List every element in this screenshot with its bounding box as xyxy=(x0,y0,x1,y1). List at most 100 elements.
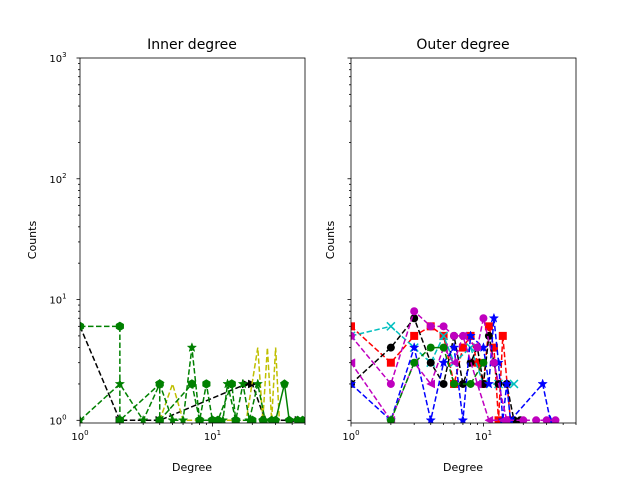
inner-x-tick-label: 100 xyxy=(71,429,88,443)
outer-series-4-point xyxy=(479,314,488,323)
inner-series-3-point xyxy=(244,414,255,423)
outer-x-ticks: 100 101 xyxy=(342,423,577,443)
inner-y-tick-exponent: 1 xyxy=(62,293,66,301)
inner-series-4-point xyxy=(280,379,289,388)
inner-series-2-point xyxy=(155,415,164,423)
outer-series-3-point xyxy=(501,378,513,389)
outer-series-1-line xyxy=(351,325,514,385)
outer-series-4-point xyxy=(426,322,435,331)
outer-degree-plot: 100 101 xyxy=(342,57,577,443)
outer-series-3-point xyxy=(351,378,357,389)
outer-series-1-point xyxy=(386,321,396,331)
outer-series-5-point xyxy=(472,379,482,389)
outer-series-3-point xyxy=(448,342,460,353)
outer-series-1-point-b xyxy=(509,379,519,389)
outer-series-3-point xyxy=(537,378,548,389)
inner-series-3-point xyxy=(177,414,189,423)
inner-series-1-line xyxy=(159,347,281,422)
outer-y-ticks xyxy=(347,57,351,421)
outer-series-0-point xyxy=(489,343,498,352)
outer-series-4-point xyxy=(439,322,448,331)
outer-x-tick-exponent: 1 xyxy=(488,429,492,437)
outer-series-0-point xyxy=(473,358,482,367)
inner-x-tick-exponent: 1 xyxy=(217,429,221,437)
inner-series-2-point xyxy=(202,379,211,389)
outer-x-tick-label: 101 xyxy=(475,429,492,443)
inner-y-axis-label: Counts xyxy=(26,221,39,260)
outer-series-3-point xyxy=(488,312,500,323)
inner-y-tick-label: 102 xyxy=(49,172,66,186)
outer-series-0-point xyxy=(484,322,493,331)
outer-series-5-point xyxy=(351,358,356,368)
outer-series-5-point xyxy=(484,415,494,423)
outer-series-4-point xyxy=(551,416,560,423)
inner-degree-frame xyxy=(79,57,306,424)
outer-x-axis-label: Degree xyxy=(443,461,483,474)
outer-series-2-point xyxy=(484,331,493,340)
inner-series-3-point xyxy=(217,414,229,423)
outer-series-6-point xyxy=(450,379,459,388)
outer-series-0-point xyxy=(386,358,395,367)
outer-series-3-point xyxy=(425,414,436,423)
outer-series-2-line xyxy=(351,316,521,422)
inner-series-3-point xyxy=(137,414,149,423)
outer-series-2-point xyxy=(386,343,395,352)
outer-series-3-point xyxy=(408,342,420,353)
inner-x-axis-label: Degree xyxy=(172,461,212,474)
inner-series-3-point xyxy=(167,414,178,423)
inner-degree-title: Inner degree xyxy=(147,37,237,53)
outer-series-4-point xyxy=(542,416,551,423)
inner-x-ticks: 100 101 xyxy=(71,423,306,443)
inner-series-2-line xyxy=(80,325,253,423)
outer-series-0-point xyxy=(410,331,419,340)
inner-series-2-point xyxy=(115,415,124,423)
outer-series-group xyxy=(351,307,560,423)
inner-series-3-point xyxy=(252,378,264,389)
inner-series-group xyxy=(80,321,305,423)
outer-y-axis-label: Counts xyxy=(324,221,337,260)
outer-series-4-point xyxy=(473,343,482,352)
outer-degree-title: Outer degree xyxy=(416,37,509,53)
inner-series-3-point xyxy=(237,378,249,389)
outer-series-5-line xyxy=(351,333,503,422)
inner-series-3-line xyxy=(80,347,266,422)
outer-series-5-point xyxy=(498,415,508,423)
outer-x-tick-label: 100 xyxy=(342,429,359,443)
outer-series-5-point xyxy=(449,358,459,368)
inner-series-4-line xyxy=(262,383,303,422)
inner-series-2-point xyxy=(80,321,85,332)
outer-series-6-point xyxy=(386,416,395,423)
outer-series-4-point xyxy=(532,416,541,423)
outer-degree-frame xyxy=(350,57,577,424)
inner-series-3-point xyxy=(194,414,205,423)
outer-series-0-point xyxy=(458,343,467,352)
outer-series-3-point xyxy=(483,378,495,389)
outer-series-4-point xyxy=(351,331,355,340)
outer-degree-panel: Outer degree Degree Counts 100 101 xyxy=(324,37,577,474)
outer-series-1-point-b xyxy=(386,321,396,331)
outer-series-0-point xyxy=(494,416,503,423)
outer-series-2-point xyxy=(439,379,448,388)
outer-series-3-point xyxy=(457,414,469,423)
inner-y-tick-label: 100 xyxy=(49,413,66,427)
outer-series-5-point xyxy=(426,379,435,389)
inner-series-4-point xyxy=(298,415,305,423)
outer-series-6-point xyxy=(426,343,435,352)
outer-series-4-point xyxy=(489,358,498,367)
outer-series-3-point xyxy=(438,357,449,368)
outer-series-5-point xyxy=(458,331,468,341)
inner-x-tick-exponent: 0 xyxy=(84,429,88,437)
inner-series-2-point xyxy=(187,379,196,389)
outer-series-6-point xyxy=(410,358,419,367)
outer-series-6-point xyxy=(466,379,475,388)
inner-series-3-point xyxy=(230,414,242,423)
outer-series-4-line xyxy=(351,309,556,422)
outer-series-1-point xyxy=(509,379,519,389)
inner-series-3-point xyxy=(207,414,218,423)
inner-y-tick-exponent: 3 xyxy=(62,51,66,59)
inner-degree-panel: Inner degree Degree Counts 100 1011001011… xyxy=(26,37,306,474)
outer-series-1-point xyxy=(439,331,449,341)
